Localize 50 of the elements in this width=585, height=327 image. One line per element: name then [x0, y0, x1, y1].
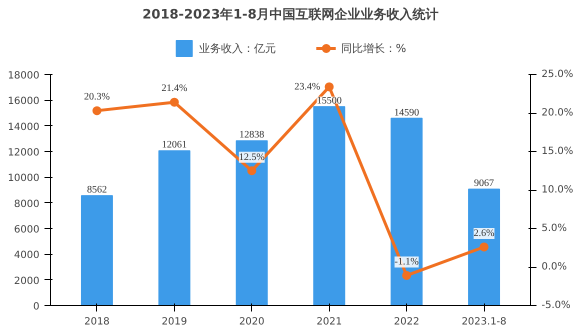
y-tick-label: 10000	[8, 173, 40, 184]
point	[247, 166, 256, 176]
y-tick-label: 4000	[14, 250, 40, 262]
y2-tick-label: 0.0%	[542, 262, 567, 272]
y-tick-label: 12000	[8, 148, 40, 158]
point	[324, 82, 334, 92]
point	[92, 106, 102, 116]
y-tick-label: 0	[33, 302, 40, 312]
data-label: 12061	[162, 140, 187, 151]
y2-tick-label: -5.0%	[542, 300, 571, 311]
data-label: 21.4%	[161, 83, 188, 94]
x-tick-label: 2018	[84, 316, 110, 327]
x-tick-label: 2019	[162, 316, 188, 327]
y2-tick-label: 15.0%	[542, 146, 574, 157]
point	[402, 270, 412, 280]
data-label: 15500	[316, 96, 342, 107]
legend-label: 业务收入：亿元	[198, 40, 276, 56]
bar	[313, 106, 346, 306]
data-label: 9067	[474, 178, 494, 190]
data-label: -1.1%	[394, 256, 419, 268]
y2-tick-label: 20.0%	[542, 108, 574, 118]
y2-tick-label: 5.0%	[542, 223, 567, 234]
x-tick-label: 2023.1-8	[462, 316, 507, 327]
x-tick-label: 2021	[316, 316, 342, 327]
data-label: 20.3%	[84, 92, 110, 103]
data-label: 2.6%	[474, 228, 494, 239]
y-tick-label: 6000	[14, 224, 40, 236]
bar	[80, 195, 113, 306]
x-tick-label: 2022	[394, 316, 420, 327]
legend-label: 同比增长：%	[340, 40, 406, 56]
y2-tick-label: 25.0%	[542, 69, 574, 80]
y-tick-label: 16000	[8, 96, 40, 108]
chart-title: 2018-2023年1-8月中国互联网企业业务收入统计	[142, 6, 439, 22]
data-label: 14590	[394, 107, 420, 118]
y-tick-label: 2000	[14, 276, 40, 287]
y-tick-label: 14000	[8, 122, 40, 133]
bar	[158, 150, 190, 306]
data-label: 23.4%	[294, 81, 320, 92]
y-tick-label: 8000	[14, 198, 40, 210]
data-label: 12.5%	[238, 152, 265, 163]
data-label: 8562	[86, 184, 107, 196]
y-tick-label: 18000	[8, 70, 40, 82]
bar	[468, 188, 500, 306]
x-tick-label: 2020	[239, 316, 265, 327]
point	[170, 98, 179, 107]
bar	[390, 118, 423, 306]
y2-tick-label: 10.0%	[542, 184, 574, 196]
bar	[236, 140, 268, 306]
point	[480, 242, 489, 252]
data-label: 12838	[239, 130, 264, 141]
